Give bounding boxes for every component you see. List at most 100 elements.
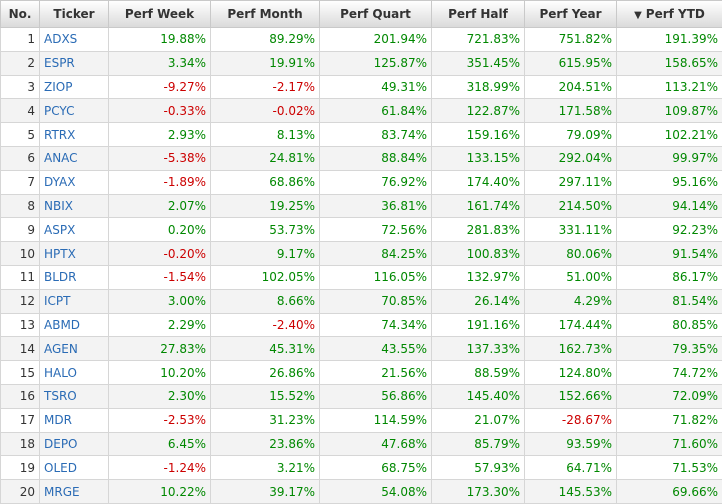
- ticker-link[interactable]: HPTX: [39, 241, 109, 266]
- perf-half-cell: 21.07%: [431, 407, 525, 433]
- col-header-ticker[interactable]: Ticker: [39, 0, 109, 28]
- perf-week-cell: 2.07%: [108, 193, 211, 219]
- ticker-link[interactable]: MRGE: [39, 479, 109, 504]
- table-row[interactable]: 13 ABMD 2.29% -2.40% 74.34% 191.16% 174.44% 80.…: [0, 312, 722, 338]
- ticker-link[interactable]: ZIOP: [39, 74, 109, 100]
- perf-month-cell: 89.29%: [210, 27, 320, 52]
- perf-quart-cell: 49.31%: [319, 74, 432, 100]
- ticker-link[interactable]: NBIX: [39, 193, 109, 219]
- ticker-link[interactable]: ESPR: [39, 50, 109, 76]
- perf-half-cell: 85.79%: [431, 431, 525, 457]
- table-row[interactable]: 14 AGEN 27.83% 45.31% 43.55% 137.33% 162.73% 79…: [0, 336, 722, 362]
- perf-month-cell: 39.17%: [210, 479, 320, 504]
- perf-week-cell: -1.89%: [108, 169, 211, 195]
- perf-week-cell: 3.34%: [108, 50, 211, 76]
- row-number: 10: [0, 241, 40, 266]
- perf-ytd-cell: 74.72%: [616, 360, 722, 385]
- perf-month-cell: 9.17%: [210, 241, 320, 266]
- table-row[interactable]: 1 ADXS 19.88% 89.29% 201.94% 721.83% 751.82% 19…: [0, 27, 722, 52]
- perf-year-cell: 124.80%: [524, 360, 617, 385]
- row-number: 12: [0, 288, 40, 314]
- table-row[interactable]: 18 DEPO 6.45% 23.86% 47.68% 85.79% 93.59% 71.60…: [0, 431, 722, 457]
- perf-half-cell: 173.30%: [431, 479, 525, 504]
- perf-year-cell: 51.00%: [524, 264, 617, 290]
- ticker-link[interactable]: MDR: [39, 407, 109, 433]
- ticker-link[interactable]: ADXS: [39, 27, 109, 52]
- perf-month-cell: 8.13%: [210, 122, 320, 147]
- row-number: 6: [0, 145, 40, 171]
- ticker-link[interactable]: RTRX: [39, 122, 109, 147]
- ticker-link[interactable]: PCYC: [39, 98, 109, 124]
- perf-week-cell: 3.00%: [108, 288, 211, 314]
- ticker-link[interactable]: ICPT: [39, 288, 109, 314]
- perf-month-cell: 15.52%: [210, 383, 320, 409]
- perf-half-cell: 161.74%: [431, 193, 525, 219]
- table-row[interactable]: 20 MRGE 10.22% 39.17% 54.08% 173.30% 145.53% 69…: [0, 479, 722, 504]
- perf-week-cell: -2.53%: [108, 407, 211, 433]
- table-row[interactable]: 10 HPTX -0.20% 9.17% 84.25% 100.83% 80.06% 91.5…: [0, 241, 722, 266]
- ticker-link[interactable]: ASPX: [39, 217, 109, 243]
- row-number: 1: [0, 27, 40, 52]
- col-header-perf-week[interactable]: Perf Week: [108, 0, 211, 28]
- perf-half-cell: 122.87%: [431, 98, 525, 124]
- col-header-perf-ytd[interactable]: ▼ Perf YTD: [616, 0, 722, 28]
- perf-year-cell: 145.53%: [524, 479, 617, 504]
- table-row[interactable]: 16 TSRO 2.30% 15.52% 56.86% 145.40% 152.66% 72.…: [0, 383, 722, 409]
- perf-year-cell: 214.50%: [524, 193, 617, 219]
- perf-year-cell: 751.82%: [524, 27, 617, 52]
- perf-half-cell: 351.45%: [431, 50, 525, 76]
- table-row[interactable]: 4 PCYC -0.33% -0.02% 61.84% 122.87% 171.58% 109…: [0, 98, 722, 124]
- perf-half-cell: 191.16%: [431, 312, 525, 338]
- ticker-link[interactable]: BLDR: [39, 264, 109, 290]
- col-header-perf-quart[interactable]: Perf Quart: [319, 0, 432, 28]
- perf-month-cell: 102.05%: [210, 264, 320, 290]
- table-row[interactable]: 2 ESPR 3.34% 19.91% 125.87% 351.45% 615.95% 158…: [0, 50, 722, 76]
- perf-year-cell: 615.95%: [524, 50, 617, 76]
- perf-year-cell: 292.04%: [524, 145, 617, 171]
- perf-half-cell: 137.33%: [431, 336, 525, 362]
- ticker-link[interactable]: TSRO: [39, 383, 109, 409]
- perf-year-cell: -28.67%: [524, 407, 617, 433]
- table-row[interactable]: 8 NBIX 2.07% 19.25% 36.81% 161.74% 214.50% 94.1…: [0, 193, 722, 219]
- table-row[interactable]: 7 DYAX -1.89% 68.86% 76.92% 174.40% 297.11% 95.…: [0, 169, 722, 195]
- table-row[interactable]: 19 OLED -1.24% 3.21% 68.75% 57.93% 64.71% 71.53…: [0, 455, 722, 481]
- col-header-perf-half[interactable]: Perf Half: [431, 0, 525, 28]
- perf-week-cell: 6.45%: [108, 431, 211, 457]
- table-row[interactable]: 9 ASPX 0.20% 53.73% 72.56% 281.83% 331.11% 92.2…: [0, 217, 722, 243]
- row-number: 15: [0, 360, 40, 385]
- perf-ytd-cell: 71.60%: [616, 431, 722, 457]
- ticker-link[interactable]: ABMD: [39, 312, 109, 338]
- table-row[interactable]: 15 HALO 10.20% 26.86% 21.56% 88.59% 124.80% 74.…: [0, 360, 722, 385]
- row-number: 14: [0, 336, 40, 362]
- perf-month-cell: 26.86%: [210, 360, 320, 385]
- table-row[interactable]: 5 RTRX 2.93% 8.13% 83.74% 159.16% 79.09% 102.21…: [0, 122, 722, 147]
- perf-ytd-cell: 191.39%: [616, 27, 722, 52]
- ticker-link[interactable]: HALO: [39, 360, 109, 385]
- ticker-link[interactable]: OLED: [39, 455, 109, 481]
- perf-month-cell: -2.17%: [210, 74, 320, 100]
- table-row[interactable]: 12 ICPT 3.00% 8.66% 70.85% 26.14% 4.29% 81.54%: [0, 288, 722, 314]
- row-number: 13: [0, 312, 40, 338]
- col-header-perf-year[interactable]: Perf Year: [524, 0, 617, 28]
- perf-year-cell: 204.51%: [524, 74, 617, 100]
- perf-half-cell: 26.14%: [431, 288, 525, 314]
- perf-quart-cell: 68.75%: [319, 455, 432, 481]
- perf-week-cell: 27.83%: [108, 336, 211, 362]
- ticker-link[interactable]: AGEN: [39, 336, 109, 362]
- ticker-link[interactable]: DEPO: [39, 431, 109, 457]
- col-header-no[interactable]: No.: [0, 0, 40, 28]
- perf-quart-cell: 21.56%: [319, 360, 432, 385]
- table-row[interactable]: 11 BLDR -1.54% 102.05% 116.05% 132.97% 51.00% 8…: [0, 264, 722, 290]
- table-row[interactable]: 17 MDR -2.53% 31.23% 114.59% 21.07% -28.67% 71.…: [0, 407, 722, 433]
- row-number: 8: [0, 193, 40, 219]
- col-header-perf-month[interactable]: Perf Month: [210, 0, 320, 28]
- ticker-link[interactable]: DYAX: [39, 169, 109, 195]
- perf-month-cell: 19.91%: [210, 50, 320, 76]
- table-row[interactable]: 3 ZIOP -9.27% -2.17% 49.31% 318.99% 204.51% 113…: [0, 74, 722, 100]
- perf-year-cell: 93.59%: [524, 431, 617, 457]
- perf-ytd-cell: 92.23%: [616, 217, 722, 243]
- table-row[interactable]: 6 ANAC -5.38% 24.81% 88.84% 133.15% 292.04% 99.…: [0, 145, 722, 171]
- ticker-link[interactable]: ANAC: [39, 145, 109, 171]
- row-number: 2: [0, 50, 40, 76]
